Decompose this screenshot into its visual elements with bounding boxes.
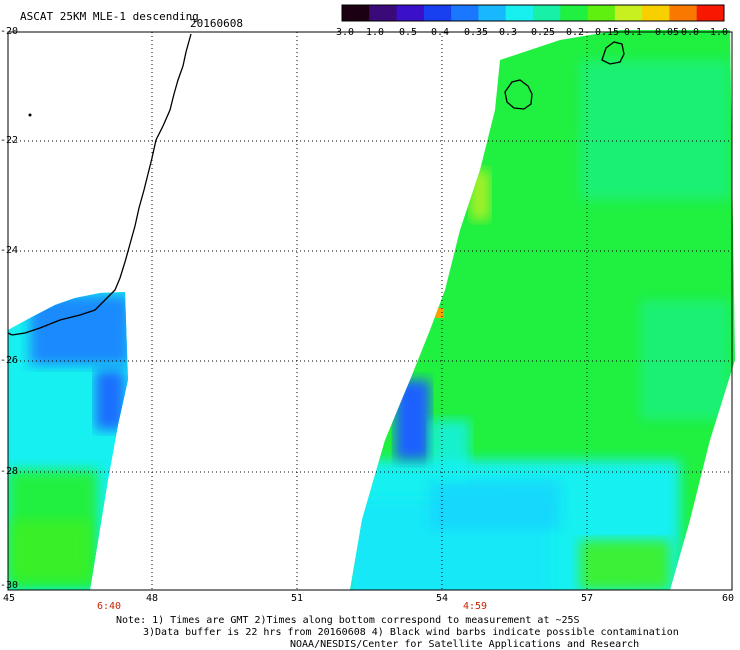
- colorbar-segment: [396, 5, 425, 21]
- colorbar-segment: [505, 5, 534, 21]
- colorbar-tick-label: -0.5: [392, 27, 418, 38]
- colorbar-tick-label: -0.2: [559, 27, 585, 38]
- east-pass-time: 4:59: [462, 601, 488, 612]
- product-date: 20160608: [190, 17, 243, 30]
- colorbar: [341, 4, 725, 22]
- reunion-island: [504, 79, 533, 110]
- lon-tick-label: 60: [721, 593, 735, 604]
- colorbar-segment: [614, 5, 643, 21]
- lat-tick-label: -24: [0, 245, 19, 256]
- colorbar-segment: [642, 5, 670, 21]
- colorbar-tick-label: -3.0: [329, 27, 355, 38]
- note-line-3: NOAA/NESDIS/Center for Satellite Applica…: [290, 639, 640, 650]
- colorbar-segment: [342, 5, 370, 21]
- colorbar-segment: [478, 5, 507, 21]
- product-title: ASCAT 25KM MLE-1 descending: [20, 10, 199, 23]
- colorbar-tick-label: -0.4: [424, 27, 450, 38]
- lon-tick-label: 45: [2, 593, 16, 604]
- madagascar-coastline: [7, 33, 192, 336]
- lon-tick-label: 57: [580, 593, 594, 604]
- lat-tick-label: -26: [0, 355, 19, 366]
- west-swath: [8, 292, 128, 590]
- lat-tick-label: -22: [0, 135, 19, 146]
- colorbar-tick-label: -0.1: [617, 27, 643, 38]
- colorbar-tick-label: 1.0: [709, 27, 729, 38]
- plot-frame: [7, 31, 733, 591]
- east-swath: [350, 30, 735, 590]
- colorbar-tick-label: 0.0: [680, 27, 700, 38]
- lat-tick-label: -20: [0, 26, 19, 37]
- colorbar-tick-label: -0.05: [648, 27, 680, 38]
- note-line-1: Note: 1) Times are GMT 2)Times along bot…: [116, 615, 580, 626]
- lon-tick-label: 54: [435, 593, 449, 604]
- islet-marker: [28, 113, 32, 117]
- west-pass-time: 6:40: [96, 601, 122, 612]
- colorbar-tick-label: -0.3: [492, 27, 518, 38]
- lat-tick-label: -28: [0, 466, 19, 477]
- colorbar-segment: [423, 5, 452, 21]
- colorbar-tick-label: -0.25: [524, 27, 556, 38]
- colorbar-segment: [451, 5, 479, 21]
- graticule: [8, 32, 732, 590]
- colorbar-segment: [533, 5, 561, 21]
- colorbar-segment: [669, 5, 698, 21]
- note-line-2: 3)Data buffer is 22 hrs from 20160608 4)…: [143, 627, 679, 638]
- colorbar-segment: [560, 5, 589, 21]
- colorbar-segment: [587, 5, 616, 21]
- colorbar-tick-label: -1.0: [359, 27, 385, 38]
- colorbar-segment: [696, 5, 725, 21]
- colorbar-tick-label: -0.15: [588, 27, 620, 38]
- lon-tick-label: 51: [290, 593, 304, 604]
- colorbar-frame: [341, 4, 725, 22]
- lat-tick-label: -30: [0, 580, 19, 591]
- colorbar-tick-label: -0.35: [457, 27, 489, 38]
- mauritius-island: [601, 41, 625, 65]
- colorbar-segment: [369, 5, 398, 21]
- lon-tick-label: 48: [145, 593, 159, 604]
